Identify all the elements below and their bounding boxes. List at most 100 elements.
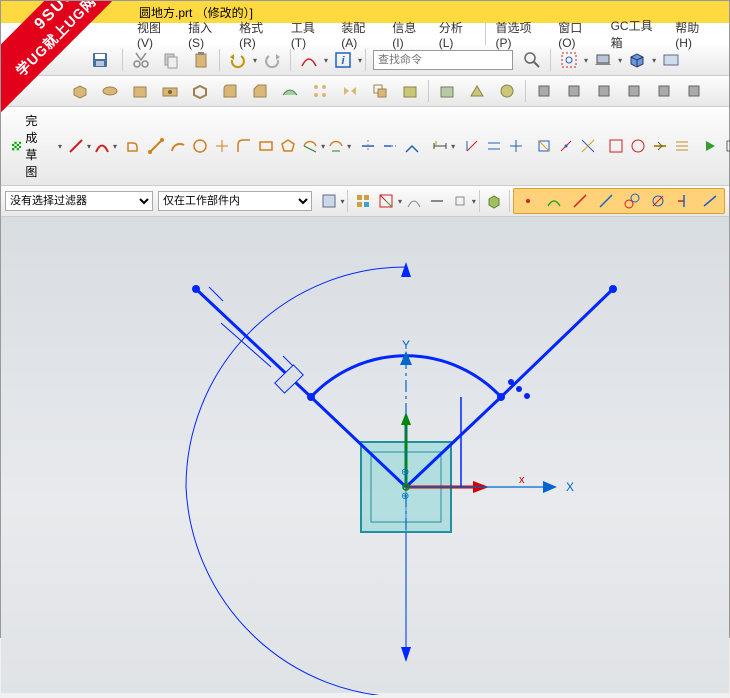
svg-text:⊕: ⊕ <box>401 467 409 478</box>
feat10-icon[interactable] <box>680 78 708 104</box>
fby1-icon[interactable] <box>516 190 540 212</box>
cube-icon[interactable] <box>623 47 651 73</box>
menu-tools[interactable]: 工具(T) <box>285 19 335 50</box>
copy-icon[interactable] <box>157 47 185 73</box>
menu-format[interactable]: 格式(R) <box>233 19 285 50</box>
sk-line2-icon[interactable] <box>146 134 166 158</box>
sk-play-icon[interactable] <box>700 134 720 158</box>
fb2-icon[interactable] <box>352 190 373 212</box>
canvas[interactable]: Y X x ⊕ ⊕ <box>1 217 729 693</box>
menu-prefs[interactable]: 首选项(P) <box>489 19 552 50</box>
sk-polygon-icon[interactable] <box>278 134 298 158</box>
fby4-icon[interactable] <box>594 190 618 212</box>
sk-corner-icon[interactable] <box>402 134 422 158</box>
feat2-icon[interactable] <box>433 78 461 104</box>
hole-icon[interactable] <box>156 78 184 104</box>
curve-icon[interactable] <box>295 47 323 73</box>
finish-sketch-button[interactable]: 完成草图 <box>5 109 55 183</box>
save-icon[interactable] <box>86 47 114 73</box>
sk-c7-icon[interactable] <box>606 134 626 158</box>
sk-c9-icon[interactable] <box>650 134 670 158</box>
sk-c2-icon[interactable] <box>484 134 504 158</box>
sk-c4-icon[interactable] <box>534 134 554 158</box>
redo-icon[interactable] <box>258 47 286 73</box>
filter-select-1[interactable]: 没有选择过滤器 <box>5 191 153 211</box>
feat9-icon[interactable] <box>650 78 678 104</box>
offset-icon[interactable] <box>366 78 394 104</box>
menu-help[interactable]: 帮助(H) <box>669 19 721 50</box>
revolve-icon[interactable] <box>96 78 124 104</box>
sk-el1-icon[interactable] <box>300 134 320 158</box>
sk-c3-icon[interactable] <box>506 134 526 158</box>
info-icon[interactable]: i <box>329 47 357 73</box>
sk-c5-icon[interactable] <box>556 134 576 158</box>
sk-last-icon[interactable] <box>722 134 730 158</box>
fby7-icon[interactable] <box>672 190 696 212</box>
fby3-icon[interactable] <box>568 190 592 212</box>
shell-icon[interactable] <box>186 78 214 104</box>
feat3-icon[interactable] <box>463 78 491 104</box>
svg-text:x: x <box>519 474 525 486</box>
menu-insert[interactable]: 插入(S) <box>182 19 233 50</box>
sk-c10-icon[interactable] <box>672 134 692 158</box>
sk-circle-icon[interactable] <box>190 134 210 158</box>
sk-rect-icon[interactable] <box>256 134 276 158</box>
menu-analysis[interactable]: 分析(L) <box>433 19 483 50</box>
sk-trim-icon[interactable] <box>358 134 378 158</box>
surface-icon[interactable] <box>276 78 304 104</box>
feat6-icon[interactable] <box>560 78 588 104</box>
menu-info[interactable]: 信息(I) <box>386 19 432 50</box>
menu-assembly[interactable]: 装配(A) <box>335 19 386 50</box>
menu-bar: 视图(V) 插入(S) 格式(R) 工具(T) 装配(A) 信息(I) 分析(L… <box>1 23 729 45</box>
paste-icon[interactable] <box>187 47 215 73</box>
sk-fillet-icon[interactable] <box>234 134 254 158</box>
filter-bar: 没有选择过滤器 仅在工作部件内 ▾ ▾ ▾ <box>1 186 729 217</box>
mirror-icon[interactable] <box>336 78 364 104</box>
toolbar-sketch: 完成草图 ▾ ▾ ▾ ▾ ▾ ▾ <box>1 107 729 186</box>
sk-extend-icon[interactable] <box>380 134 400 158</box>
sk-profile-icon[interactable] <box>124 134 144 158</box>
cut-icon[interactable] <box>127 47 155 73</box>
fillet-icon[interactable] <box>216 78 244 104</box>
fb1-icon[interactable] <box>318 190 339 212</box>
view-icon[interactable] <box>657 47 685 73</box>
fby8-icon[interactable] <box>698 190 722 212</box>
menu-window[interactable]: 窗口(O) <box>552 19 604 50</box>
sk-point-icon[interactable] <box>212 134 232 158</box>
sk-el2-icon[interactable] <box>326 134 346 158</box>
filter-select-2[interactable]: 仅在工作部件内 <box>158 191 312 211</box>
sk-c1-icon[interactable] <box>462 134 482 158</box>
sk-arc-icon[interactable] <box>92 134 112 158</box>
laptop-icon[interactable] <box>589 47 617 73</box>
feat4-icon[interactable] <box>493 78 521 104</box>
extrude-icon[interactable] <box>66 78 94 104</box>
finish-flag-icon <box>12 137 21 155</box>
sk-c8-icon[interactable] <box>628 134 648 158</box>
chamfer-icon[interactable] <box>246 78 274 104</box>
menu-gctools[interactable]: GC工具箱 <box>605 17 670 51</box>
block-icon[interactable] <box>126 78 154 104</box>
fb5-icon[interactable] <box>426 190 447 212</box>
feat7-icon[interactable] <box>590 78 618 104</box>
sk-line-icon[interactable] <box>66 134 86 158</box>
sketch-drawing: Y X x ⊕ ⊕ <box>1 217 730 695</box>
search-icon[interactable] <box>518 47 546 73</box>
fb6-icon[interactable] <box>450 190 471 212</box>
pattern-icon[interactable] <box>306 78 334 104</box>
fb4-icon[interactable] <box>403 190 424 212</box>
feat5-icon[interactable] <box>530 78 558 104</box>
feat1-icon[interactable] <box>396 78 424 104</box>
undo-icon[interactable] <box>224 47 252 73</box>
fb7-icon[interactable] <box>484 190 505 212</box>
fby6-icon[interactable] <box>646 190 670 212</box>
feat8-icon[interactable] <box>620 78 648 104</box>
search-input[interactable] <box>373 50 513 70</box>
sk-c6-icon[interactable] <box>578 134 598 158</box>
fb3-icon[interactable] <box>376 190 397 212</box>
sk-dim-icon[interactable] <box>430 134 450 158</box>
fby2-icon[interactable] <box>542 190 566 212</box>
menu-view[interactable]: 视图(V) <box>131 19 182 50</box>
fby5-icon[interactable] <box>620 190 644 212</box>
fit-icon[interactable] <box>555 47 583 73</box>
sk-arc2-icon[interactable] <box>168 134 188 158</box>
